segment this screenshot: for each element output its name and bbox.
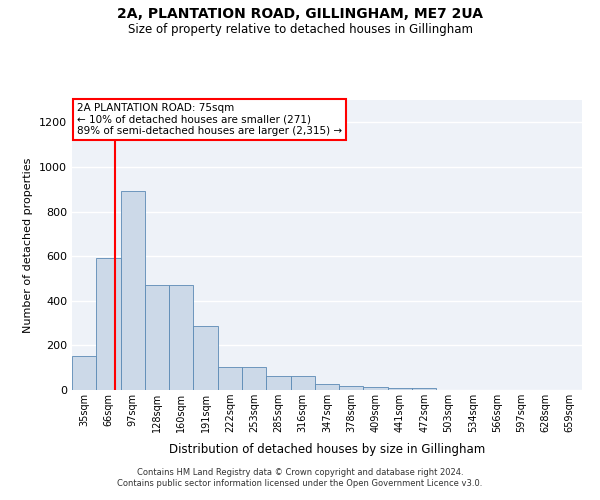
Text: Distribution of detached houses by size in Gillingham: Distribution of detached houses by size …: [169, 442, 485, 456]
Bar: [218, 366, 242, 390]
Bar: [72, 356, 96, 390]
Text: 2A, PLANTATION ROAD, GILLINGHAM, ME7 2UA: 2A, PLANTATION ROAD, GILLINGHAM, ME7 2UA: [117, 8, 483, 22]
Text: Contains HM Land Registry data © Crown copyright and database right 2024.
Contai: Contains HM Land Registry data © Crown c…: [118, 468, 482, 487]
Bar: [315, 384, 339, 390]
Y-axis label: Number of detached properties: Number of detached properties: [23, 158, 34, 332]
Bar: [364, 386, 388, 390]
Bar: [388, 388, 412, 390]
Bar: [145, 285, 169, 390]
Text: Size of property relative to detached houses in Gillingham: Size of property relative to detached ho…: [128, 22, 473, 36]
Bar: [242, 366, 266, 390]
Bar: [169, 285, 193, 390]
Bar: [193, 326, 218, 390]
Bar: [412, 388, 436, 390]
Bar: [96, 258, 121, 390]
Bar: [121, 191, 145, 390]
Text: 2A PLANTATION ROAD: 75sqm
← 10% of detached houses are smaller (271)
89% of semi: 2A PLANTATION ROAD: 75sqm ← 10% of detac…: [77, 103, 342, 136]
Bar: [290, 376, 315, 390]
Bar: [339, 386, 364, 390]
Bar: [266, 376, 290, 390]
